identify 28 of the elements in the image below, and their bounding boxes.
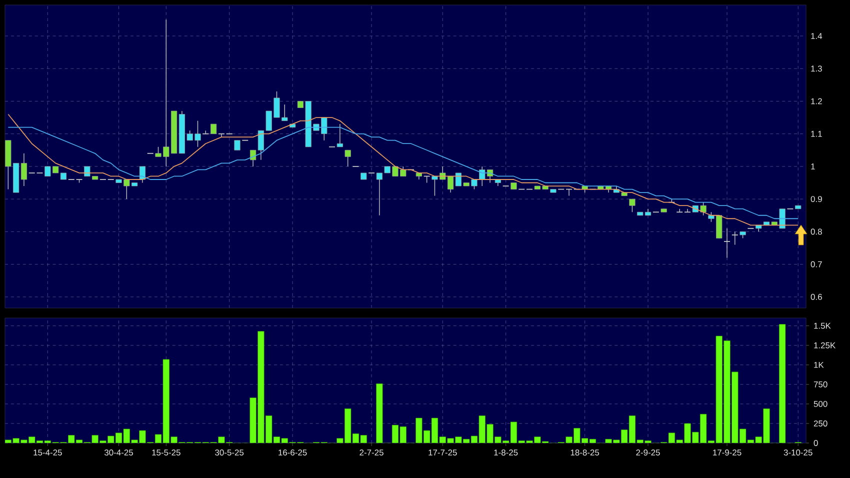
x-tick-label: 2-9-25: [636, 450, 660, 456]
x-tick-label: 30-5-25: [215, 450, 244, 456]
y-tick-label: 1.2: [811, 98, 822, 104]
x-tick-label: 18-8-25: [570, 450, 600, 456]
y-tick-label: 0.9: [810, 196, 822, 202]
y-tick-label: 0.6: [810, 294, 822, 300]
x-tick-label: 30-4-25: [104, 450, 133, 456]
x-tick-label: 2-7-25: [360, 450, 384, 456]
y-tick-label: 1K: [814, 362, 824, 368]
y-tick-label: 1.4: [811, 33, 822, 39]
y-tick-label: 0: [814, 440, 818, 446]
x-tick-label: 17-9-25: [713, 450, 742, 456]
x-tick-label: 15-5-25: [152, 450, 180, 456]
y-tick-label: 1.3: [811, 66, 822, 72]
x-tick-label: 3-10-25: [784, 450, 812, 456]
y-tick-label: 1.1: [811, 130, 822, 137]
y-tick-label: 500: [814, 400, 828, 407]
x-tick-label: 17-7-25: [428, 450, 457, 456]
x-tick-label: 1-8-25: [494, 450, 518, 456]
y-tick-label: 0.7: [810, 261, 822, 268]
y-tick-label: 1.5K: [814, 322, 831, 329]
y-tick-label: 750: [814, 381, 828, 388]
x-tick-label: 15-4-25: [34, 450, 62, 456]
x-tick-label: 16-6-25: [278, 450, 307, 456]
y-tick-label: 0.8: [810, 228, 822, 235]
y-tick-label: 1.25K: [814, 342, 836, 348]
y-tick-label: 1: [811, 164, 815, 170]
y-tick-label: 250: [814, 420, 828, 426]
